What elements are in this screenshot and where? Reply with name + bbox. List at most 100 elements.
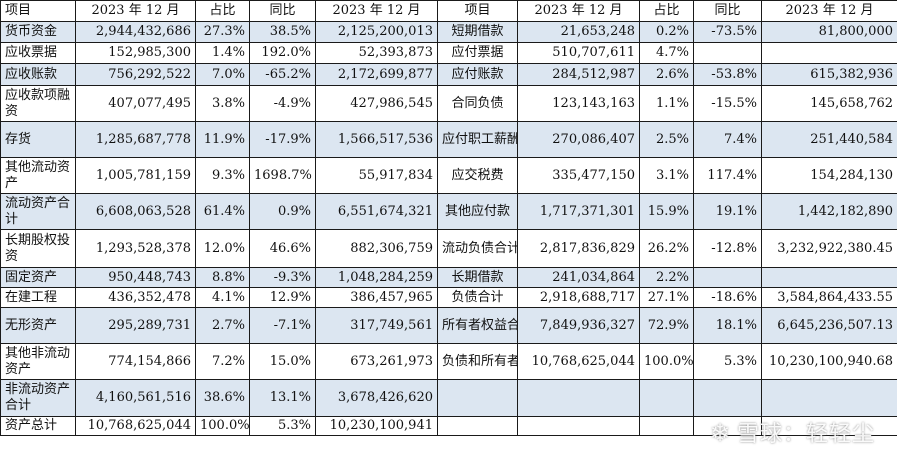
- liability-item-label: 应交税费: [437, 157, 518, 194]
- asset-yoy-value: -65.2%: [249, 63, 316, 86]
- liability-value-current: 510,707,611: [517, 42, 640, 64]
- asset-item-label: 资产总计: [0, 416, 76, 436]
- asset-share-value: 100.0%: [195, 416, 250, 436]
- liability-item-label: 应付票据: [437, 42, 518, 64]
- liability-yoy-value: 117.4%: [693, 157, 762, 194]
- liability-item-label: 所有者权益合计: [437, 307, 518, 344]
- asset-value-compare: 1,566,517,536: [315, 121, 438, 158]
- header-2023-12-liab-a: 2023 年 12 月: [517, 0, 640, 22]
- liability-yoy-value: -18.6%: [693, 287, 762, 308]
- asset-share-value: 3.8%: [195, 85, 250, 122]
- liability-share-value: 2.5%: [639, 121, 694, 158]
- asset-share-value: 61.4%: [195, 193, 250, 230]
- liability-share-value: 26.2%: [639, 229, 694, 268]
- liability-value-compare: [761, 379, 897, 417]
- asset-yoy-value: 46.6%: [249, 229, 316, 268]
- liability-yoy-value: 19.1%: [693, 193, 762, 230]
- asset-share-value: 11.9%: [195, 121, 250, 158]
- liability-value-current: 284,512,987: [517, 63, 640, 86]
- asset-item-label: 固定资产: [0, 267, 76, 288]
- liability-value-compare: [761, 267, 897, 288]
- asset-yoy-value: -17.9%: [249, 121, 316, 158]
- liability-yoy-value: [693, 379, 762, 417]
- asset-share-value: 38.6%: [195, 379, 250, 417]
- asset-value-compare: 6,551,674,321: [315, 193, 438, 230]
- liability-share-value: 15.9%: [639, 193, 694, 230]
- asset-item-label: 应收账款: [0, 63, 76, 86]
- liability-value-current: 1,717,371,301: [517, 193, 640, 230]
- liability-item-label: 流动负债合计: [437, 229, 518, 268]
- asset-value-compare: 427,986,545: [315, 85, 438, 122]
- asset-item-label: 流动资产合计: [0, 193, 76, 230]
- asset-value-current: 950,448,743: [75, 267, 196, 288]
- table-row: 非流动资产合计 4,160,561,516 38.6% 13.1% 3,678,426,…: [0, 379, 897, 417]
- liability-value-current: 21,653,248: [517, 21, 640, 43]
- balance-sheet-table: 项目 2023 年 12 月 占比 同比 2023 年 12 月 项目 2023…: [0, 0, 897, 436]
- asset-yoy-value: -4.9%: [249, 85, 316, 122]
- liability-share-value: [639, 416, 694, 436]
- asset-value-compare: 3,678,426,620: [315, 379, 438, 417]
- asset-value-current: 407,077,495: [75, 85, 196, 122]
- liability-share-value: 0.2%: [639, 21, 694, 43]
- table-row: 货币资金 2,944,432,686 27.3% 38.5% 2,125,200,013…: [0, 21, 897, 43]
- header-2023-12-liab-b: 2023 年 12 月: [761, 0, 897, 22]
- asset-item-label: 其他非流动资产: [0, 343, 76, 380]
- liability-value-current: 2,918,688,717: [517, 287, 640, 308]
- liability-value-current: 335,477,150: [517, 157, 640, 194]
- liability-item-label: [437, 416, 518, 436]
- liability-yoy-value: -73.5%: [693, 21, 762, 43]
- watermark: ❄ 雪球：轻轻尘: [710, 416, 875, 448]
- liability-value-current: 7,849,936,327: [517, 307, 640, 344]
- header-item-assets: 项目: [0, 0, 76, 22]
- asset-value-current: 6,608,063,528: [75, 193, 196, 230]
- asset-share-value: 1.4%: [195, 42, 250, 64]
- liability-item-label: 合同负债: [437, 85, 518, 122]
- header-2023-12-assets-a: 2023 年 12 月: [75, 0, 196, 22]
- liability-yoy-value: 18.1%: [693, 307, 762, 344]
- asset-item-label: 应收票据: [0, 42, 76, 64]
- table-row: 流动资产合计 6,608,063,528 61.4% 0.9% 6,551,674,32…: [0, 193, 897, 230]
- liability-item-label: 负债合计: [437, 287, 518, 308]
- asset-value-compare: 2,125,200,013: [315, 21, 438, 43]
- liability-value-current: 241,034,864: [517, 267, 640, 288]
- table-row: 应收款项融资 407,077,495 3.8% -4.9% 427,986,545 合同负…: [0, 85, 897, 122]
- liability-item-label: [437, 379, 518, 417]
- table-row: 应收账款 756,292,522 7.0% -65.2% 2,172,699,877 应付…: [0, 63, 897, 86]
- asset-share-value: 12.0%: [195, 229, 250, 268]
- asset-share-value: 27.3%: [195, 21, 250, 43]
- liability-share-value: [639, 379, 694, 417]
- liability-item-label: 长期借款: [437, 267, 518, 288]
- asset-value-current: 152,985,300: [75, 42, 196, 64]
- liability-value-current: [517, 379, 640, 417]
- header-item-liabilities: 项目: [437, 0, 518, 22]
- asset-item-label: 无形资产: [0, 307, 76, 344]
- liability-item-label: 应付账款: [437, 63, 518, 86]
- header-yoy-liab: 同比: [693, 0, 762, 22]
- liability-value-current: 123,143,163: [517, 85, 640, 122]
- liability-item-label: 短期借款: [437, 21, 518, 43]
- liability-value-compare: [761, 416, 897, 436]
- liability-value-current: 10,768,625,044: [517, 343, 640, 380]
- liability-value-compare: 154,284,130: [761, 157, 897, 194]
- asset-yoy-value: 12.9%: [249, 287, 316, 308]
- liability-item-label: 其他应付款: [437, 193, 518, 230]
- liability-share-value: 3.1%: [639, 157, 694, 194]
- asset-share-value: 8.8%: [195, 267, 250, 288]
- liability-share-value: 2.2%: [639, 267, 694, 288]
- table-row: 其他流动资产 1,005,781,159 9.3% 1698.7% 55,917,834…: [0, 157, 897, 194]
- asset-value-current: 1,285,687,778: [75, 121, 196, 158]
- asset-value-current: 774,154,866: [75, 343, 196, 380]
- table-row: 无形资产 295,289,731 2.7% -7.1% 317,749,561 所有者权益…: [0, 307, 897, 344]
- asset-share-value: 2.7%: [195, 307, 250, 344]
- asset-yoy-value: 1698.7%: [249, 157, 316, 194]
- liability-yoy-value: -53.8%: [693, 63, 762, 86]
- liability-share-value: 4.7%: [639, 42, 694, 64]
- asset-item-label: 应收款项融资: [0, 85, 76, 122]
- asset-item-label: 其他流动资产: [0, 157, 76, 194]
- table-row: 应收票据 152,985,300 1.4% 192.0% 52,393,873 应付票据 5…: [0, 42, 897, 64]
- asset-value-compare: 55,917,834: [315, 157, 438, 194]
- asset-value-current: 436,352,478: [75, 287, 196, 308]
- asset-yoy-value: 15.0%: [249, 343, 316, 380]
- asset-value-compare: 386,457,965: [315, 287, 438, 308]
- asset-share-value: 4.1%: [195, 287, 250, 308]
